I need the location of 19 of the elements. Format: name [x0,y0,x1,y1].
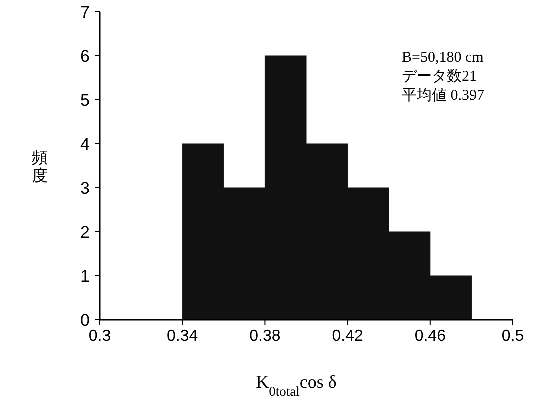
x-tick-label: 0.42 [332,328,364,345]
x-tick-label: 0.46 [414,328,446,345]
y-tick-label: 6 [80,47,90,66]
x-tick-label: 0.3 [88,328,112,345]
y-axis-title: 頻度 [32,150,48,185]
x-axis-title: K$_{0total}$cos δ [256,372,337,398]
annotation: B=50,180 cm [402,50,484,66]
y-tick-label: 3 [80,179,90,198]
y-tick-label: 4 [80,135,90,154]
annotation: 平均値 0.397 [402,87,485,104]
y-tick-label: 2 [80,223,90,242]
annotation: データ数21 [402,69,477,85]
y-tick-label: 7 [80,3,90,22]
y-tick-label: 0 [80,311,90,330]
x-tick-label: 0.38 [250,328,281,345]
x-tick-label: 0.5 [502,328,524,345]
x-tick-label: 0.34 [167,328,198,345]
y-tick-label: 1 [80,267,90,286]
y-tick-label: 5 [80,91,90,110]
